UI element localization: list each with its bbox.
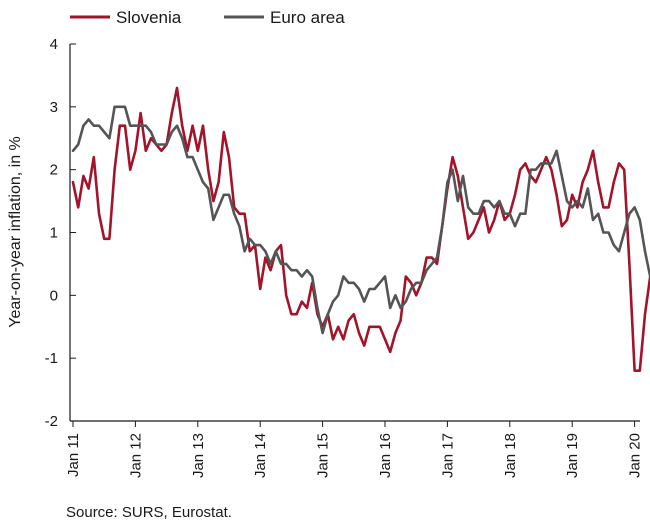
- x-tick-label: Jan 20: [627, 433, 644, 478]
- x-tick-label: Jan 12: [127, 433, 144, 478]
- euro-area-series-line: [71, 105, 650, 335]
- slovenia-series-line: [71, 86, 650, 373]
- legend-label-slovenia: Slovenia: [116, 8, 182, 27]
- y-tick-label: 0: [50, 287, 58, 304]
- x-tick-label: Jan 15: [315, 433, 332, 478]
- x-tick-label: Jan 17: [439, 433, 456, 478]
- y-tick-label: -1: [45, 350, 58, 367]
- x-tick-label: Jan 16: [377, 433, 394, 478]
- legend-label-euro-area: Euro area: [270, 8, 345, 27]
- y-tick-label: 1: [50, 225, 58, 242]
- x-tick-label: Jan 13: [190, 433, 207, 478]
- y-tick-label: 3: [50, 99, 58, 116]
- legend: Slovenia Euro area: [70, 8, 345, 27]
- plot-frame: [69, 44, 640, 422]
- x-tick-label: Jan 19: [564, 433, 581, 478]
- y-axis-title: Year-on-year inflation, in %: [7, 136, 24, 328]
- x-tick-label: Jan 11: [65, 433, 82, 477]
- x-tick-label: Jan 18: [502, 433, 519, 478]
- x-tick-label: Jan 14: [252, 433, 269, 478]
- y-tick-label: 4: [50, 36, 58, 53]
- y-tick-label: -2: [45, 413, 58, 430]
- y-tick-label: 2: [50, 162, 58, 179]
- x-axis-ticks: Jan 11 Jan 12 Jan 13 Jan 14 Jan 15 Jan 16 Jan …: [65, 421, 644, 478]
- series-lines: [71, 86, 650, 373]
- y-axis-ticks: 4 3 2 1 0 -1 -2: [45, 36, 76, 430]
- source-note: Source: SURS, Eurostat.: [66, 504, 232, 521]
